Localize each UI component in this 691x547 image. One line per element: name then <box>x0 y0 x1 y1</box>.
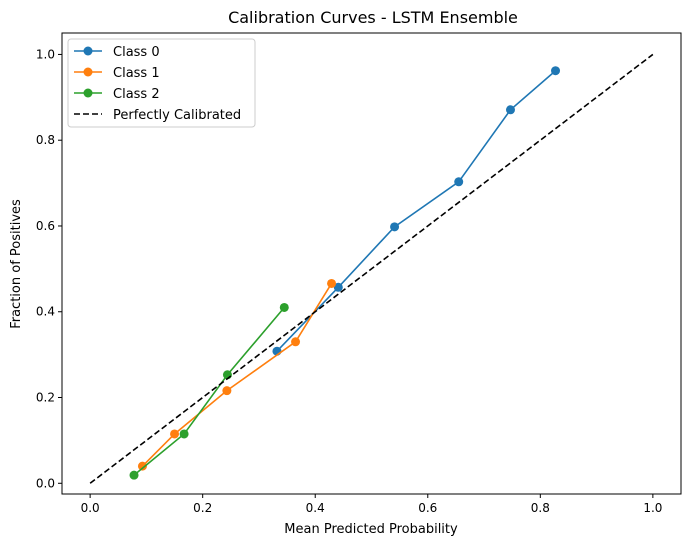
data-point-class-0 <box>454 177 464 187</box>
legend-label-class-1: Class 1 <box>113 66 160 81</box>
legend-marker-class-2 <box>83 88 93 98</box>
data-point-class-1 <box>291 337 301 347</box>
y-axis-label: Fraction of Positives <box>9 199 24 329</box>
legend-label-class-2: Class 2 <box>113 87 160 102</box>
chart-title: Calibration Curves - LSTM Ensemble <box>228 8 518 27</box>
legend-label-class-0: Class 0 <box>113 45 160 60</box>
data-point-class-0 <box>333 282 343 292</box>
y-tick-label: 1.0 <box>36 47 55 61</box>
y-tick-label: 0.6 <box>36 219 55 233</box>
data-point-class-0 <box>551 66 561 76</box>
legend-marker-class-1 <box>83 67 93 77</box>
legend-label-perfectly-calibrated: Perfectly Calibrated <box>113 108 241 123</box>
data-point-class-1 <box>137 461 147 471</box>
data-point-class-2 <box>129 470 139 480</box>
x-tick-label: 0.2 <box>193 501 212 515</box>
series-line-class-2 <box>133 306 285 476</box>
data-point-class-2 <box>279 302 289 312</box>
series-line-perfectly-calibrated <box>89 53 654 484</box>
data-point-class-1 <box>170 429 180 439</box>
x-tick-label: 0.0 <box>81 501 100 515</box>
y-tick-label: 0.0 <box>36 476 55 490</box>
y-tick-label: 0.2 <box>36 391 55 405</box>
legend-marker-class-0 <box>83 46 93 56</box>
y-tick-label: 0.4 <box>36 305 55 319</box>
data-point-class-1 <box>327 278 337 288</box>
x-tick-label: 0.6 <box>418 501 437 515</box>
data-point-class-1 <box>222 386 232 396</box>
data-point-class-0 <box>390 222 400 232</box>
x-tick-label: 0.8 <box>531 501 550 515</box>
y-axis-ticks: 0.0 0.2 0.4 0.6 0.8 1.0 <box>36 47 62 490</box>
series-layer <box>89 53 654 484</box>
series-line-class-0 <box>276 70 557 352</box>
legend-box <box>67 38 256 128</box>
x-axis-label: Mean Predicted Probability <box>284 522 458 537</box>
x-tick-label: 1.0 <box>643 501 662 515</box>
legend: Class 0 Class 1 Class 2 Perfectly Calibrate… <box>67 38 256 128</box>
x-axis-ticks: 0.0 0.2 0.4 0.6 0.8 1.0 <box>81 494 662 515</box>
x-tick-label: 0.4 <box>306 501 325 515</box>
y-tick-label: 0.8 <box>36 133 55 147</box>
data-point-class-0 <box>505 105 515 115</box>
data-point-class-2 <box>179 429 189 439</box>
